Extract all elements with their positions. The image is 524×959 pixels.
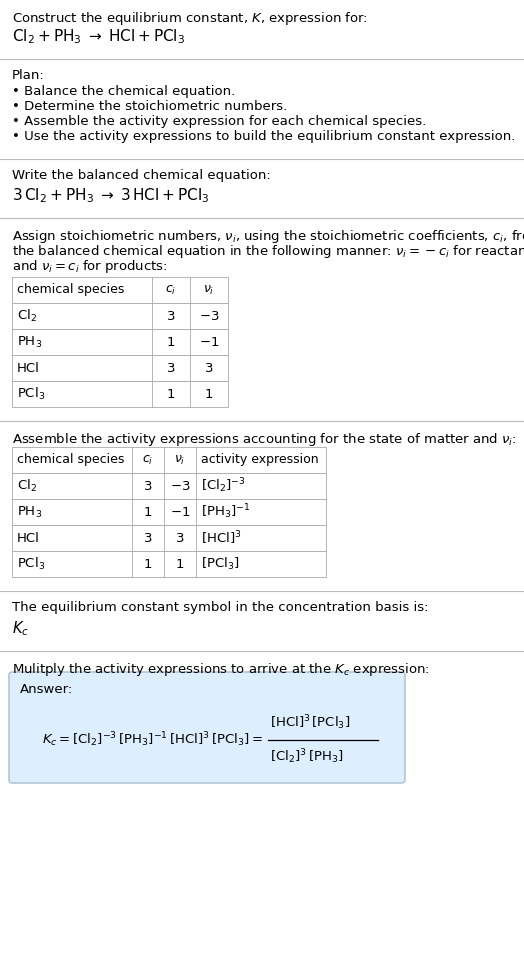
- Text: 1: 1: [205, 387, 213, 401]
- Text: HCl: HCl: [17, 531, 40, 545]
- Text: $-3$: $-3$: [170, 480, 190, 493]
- Text: $[\mathrm{Cl_2}]^3\,[\mathrm{PH_3}]$: $[\mathrm{Cl_2}]^3\,[\mathrm{PH_3}]$: [270, 748, 344, 766]
- Text: $\mathrm{PCl_3}$: $\mathrm{PCl_3}$: [17, 386, 45, 402]
- Text: $\mathrm{Cl_2 + PH_3 \;\rightarrow\; HCl + PCl_3}$: $\mathrm{Cl_2 + PH_3 \;\rightarrow\; HCl…: [12, 27, 185, 46]
- Text: $[\mathrm{PCl_3}]$: $[\mathrm{PCl_3}]$: [201, 556, 239, 573]
- Text: and $\nu_i = c_i$ for products:: and $\nu_i = c_i$ for products:: [12, 258, 168, 275]
- Text: $\nu_i$: $\nu_i$: [174, 454, 185, 466]
- Bar: [12, 355, 228, 381]
- Text: $[\mathrm{PH_3}]^{-1}$: $[\mathrm{PH_3}]^{-1}$: [201, 503, 250, 522]
- Text: Answer:: Answer:: [20, 683, 73, 696]
- Text: • Balance the chemical equation.: • Balance the chemical equation.: [12, 85, 235, 98]
- Text: Write the balanced chemical equation:: Write the balanced chemical equation:: [12, 169, 271, 182]
- Text: 3: 3: [144, 531, 152, 545]
- Text: $[\mathrm{HCl}]^3$: $[\mathrm{HCl}]^3$: [201, 529, 242, 547]
- Text: $K_c = [\mathrm{Cl_2}]^{-3}\,[\mathrm{PH_3}]^{-1}\,[\mathrm{HCl}]^3\,[\mathrm{PC: $K_c = [\mathrm{Cl_2}]^{-3}\,[\mathrm{PH…: [42, 731, 263, 749]
- Text: $[\mathrm{HCl}]^3\,[\mathrm{PCl_3}]$: $[\mathrm{HCl}]^3\,[\mathrm{PCl_3}]$: [270, 713, 351, 733]
- Bar: [12, 473, 326, 499]
- Text: • Assemble the activity expression for each chemical species.: • Assemble the activity expression for e…: [12, 115, 426, 128]
- Text: 1: 1: [167, 336, 175, 348]
- Text: 3: 3: [167, 362, 175, 375]
- Text: $\mathrm{Cl_2}$: $\mathrm{Cl_2}$: [17, 308, 37, 324]
- Text: $-1$: $-1$: [170, 505, 190, 519]
- Text: 1: 1: [167, 387, 175, 401]
- Bar: [12, 447, 326, 473]
- Text: Mulitply the activity expressions to arrive at the $K_c$ expression:: Mulitply the activity expressions to arr…: [12, 661, 430, 678]
- Text: 1: 1: [176, 557, 184, 571]
- Text: activity expression: activity expression: [201, 454, 319, 466]
- Bar: [12, 303, 228, 329]
- Text: $[\mathrm{Cl_2}]^{-3}$: $[\mathrm{Cl_2}]^{-3}$: [201, 477, 246, 496]
- Text: HCl: HCl: [17, 362, 40, 375]
- Bar: [12, 329, 228, 355]
- Text: Assemble the activity expressions accounting for the state of matter and $\nu_i$: Assemble the activity expressions accoun…: [12, 431, 517, 448]
- Text: $\mathrm{PH_3}$: $\mathrm{PH_3}$: [17, 504, 42, 520]
- Text: $\mathrm{PCl_3}$: $\mathrm{PCl_3}$: [17, 556, 45, 573]
- Text: $-3$: $-3$: [199, 310, 219, 322]
- Bar: [12, 551, 326, 577]
- Text: $c_i$: $c_i$: [166, 284, 177, 296]
- Text: 3: 3: [205, 362, 213, 375]
- Text: $K_c$: $K_c$: [12, 619, 29, 638]
- Text: chemical species: chemical species: [17, 284, 124, 296]
- Text: Plan:: Plan:: [12, 69, 45, 82]
- FancyBboxPatch shape: [9, 672, 405, 783]
- Text: $\mathrm{Cl_2}$: $\mathrm{Cl_2}$: [17, 478, 37, 494]
- Bar: [12, 525, 326, 551]
- Text: $\mathrm{PH_3}$: $\mathrm{PH_3}$: [17, 335, 42, 349]
- Text: $\nu_i$: $\nu_i$: [203, 284, 215, 296]
- Text: chemical species: chemical species: [17, 454, 124, 466]
- Text: 3: 3: [144, 480, 152, 493]
- Bar: [12, 277, 228, 303]
- Bar: [12, 499, 326, 525]
- Text: 1: 1: [144, 557, 152, 571]
- Text: • Determine the stoichiometric numbers.: • Determine the stoichiometric numbers.: [12, 100, 287, 113]
- Bar: [12, 381, 228, 407]
- Text: 1: 1: [144, 505, 152, 519]
- Text: $-1$: $-1$: [199, 336, 219, 348]
- Text: $c_i$: $c_i$: [143, 454, 154, 466]
- Text: 3: 3: [176, 531, 184, 545]
- Text: 3: 3: [167, 310, 175, 322]
- Text: the balanced chemical equation in the following manner: $\nu_i = -c_i$ for react: the balanced chemical equation in the fo…: [12, 243, 524, 260]
- Text: • Use the activity expressions to build the equilibrium constant expression.: • Use the activity expressions to build …: [12, 130, 516, 143]
- Text: The equilibrium constant symbol in the concentration basis is:: The equilibrium constant symbol in the c…: [12, 601, 429, 614]
- Text: Assign stoichiometric numbers, $\nu_i$, using the stoichiometric coefficients, $: Assign stoichiometric numbers, $\nu_i$, …: [12, 228, 524, 245]
- Text: $\mathrm{3\,Cl_2 + PH_3 \;\rightarrow\; 3\,HCl + PCl_3}$: $\mathrm{3\,Cl_2 + PH_3 \;\rightarrow\; …: [12, 186, 210, 204]
- Text: Construct the equilibrium constant, $K$, expression for:: Construct the equilibrium constant, $K$,…: [12, 10, 368, 27]
